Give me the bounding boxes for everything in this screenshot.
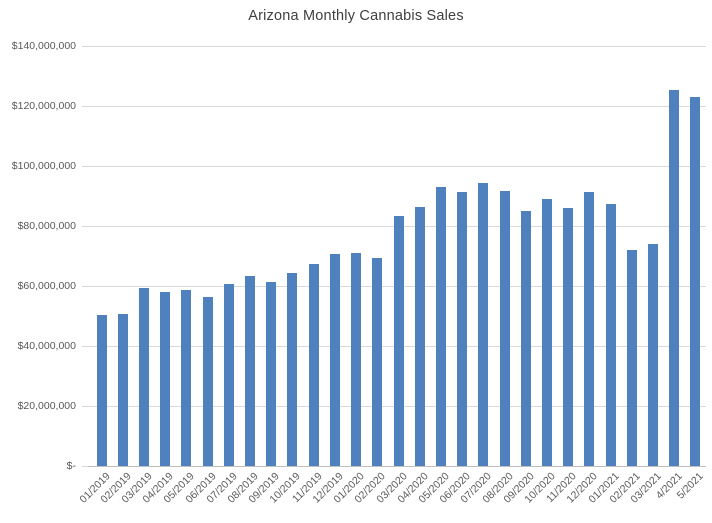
bar [351, 253, 362, 466]
bar [435, 187, 446, 466]
y-axis-label: $60,000,000 [17, 279, 76, 292]
bar [563, 208, 574, 466]
bar [245, 276, 256, 466]
y-axis-tick [82, 45, 88, 47]
y-axis-tick [82, 405, 88, 407]
bar [160, 292, 171, 466]
y-axis-label: $- [66, 459, 76, 472]
y-axis-tick [82, 285, 88, 287]
y-axis-tick [82, 465, 88, 467]
y-axis-label: $140,000,000 [11, 39, 76, 52]
y-gridline [88, 105, 706, 107]
y-axis-label: $120,000,000 [11, 99, 76, 112]
bar [605, 204, 616, 466]
bar [499, 190, 510, 466]
bar [329, 254, 340, 466]
y-axis-tick [82, 165, 88, 167]
y-gridline [88, 165, 706, 167]
bar [647, 243, 658, 466]
bar [117, 314, 128, 466]
y-gridline [88, 45, 706, 47]
bar [669, 90, 680, 466]
bar [690, 97, 701, 466]
bar [393, 215, 404, 466]
x-axis-line [88, 465, 706, 467]
y-axis-tick [82, 345, 88, 347]
bar [584, 191, 595, 466]
y-axis-label: $100,000,000 [11, 159, 76, 172]
bar [520, 210, 531, 466]
bar [96, 315, 107, 466]
bar [266, 282, 277, 466]
y-axis-tick [82, 105, 88, 107]
bar [541, 199, 552, 466]
y-axis-label: $40,000,000 [17, 339, 76, 352]
bar [372, 257, 383, 466]
bar [308, 264, 319, 466]
y-axis-label: $20,000,000 [17, 399, 76, 412]
y-axis-label: $80,000,000 [17, 219, 76, 232]
y-axis-tick [82, 225, 88, 227]
bar [457, 192, 468, 466]
bar [478, 183, 489, 466]
bar [414, 206, 425, 466]
bar [223, 283, 234, 466]
bar [626, 249, 637, 466]
bar [202, 297, 213, 466]
bar [139, 288, 150, 466]
bar [181, 290, 192, 466]
bar [287, 272, 298, 466]
chart-title: Arizona Monthly Cannabis Sales [248, 8, 464, 24]
